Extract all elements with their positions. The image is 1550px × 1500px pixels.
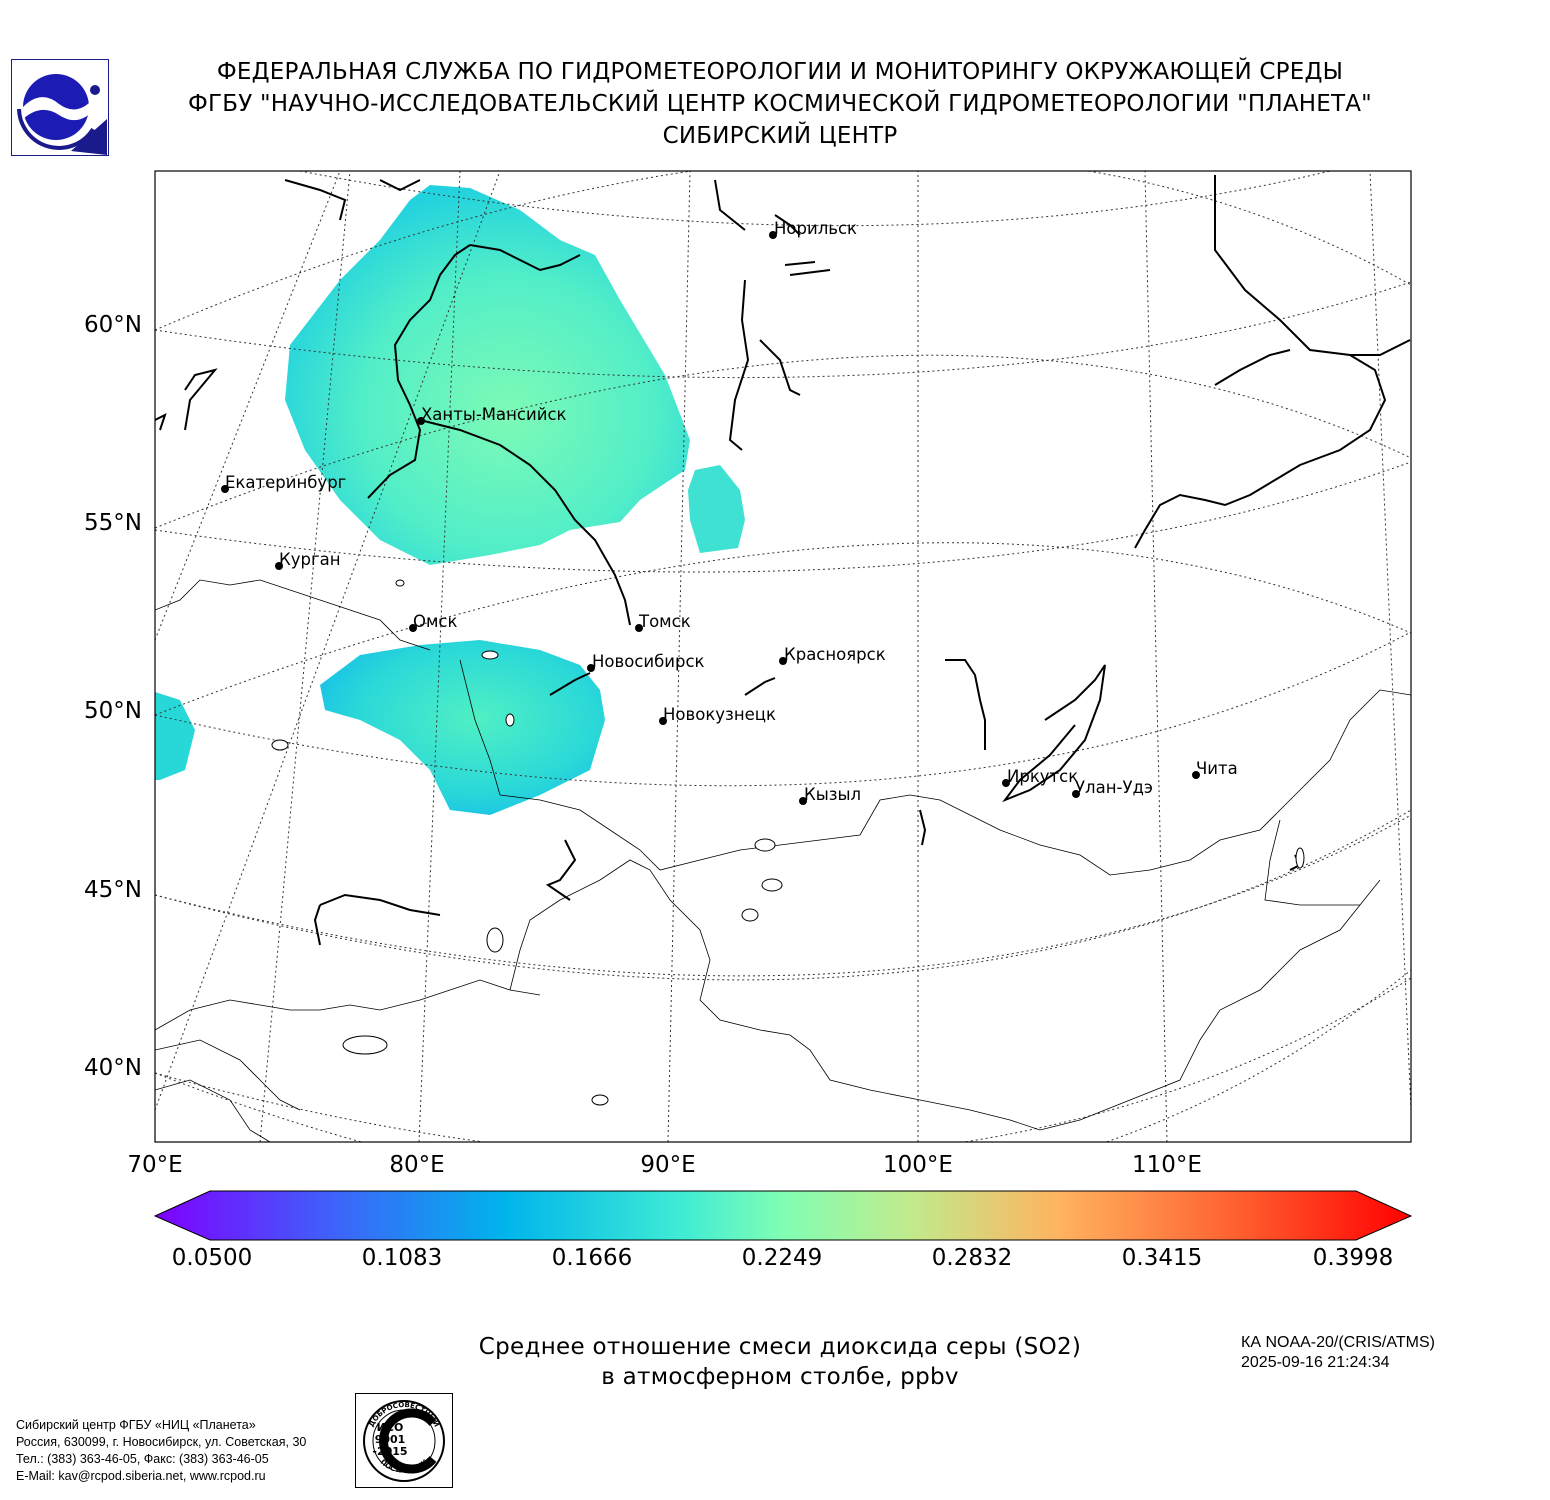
- city-norilsk: Норильск: [769, 219, 857, 239]
- city-yekaterinburg: Екатеринбург: [221, 473, 346, 493]
- city-label: Красноярск: [784, 645, 886, 664]
- title-line-2: в атмосферном столбе, ppbv: [601, 1364, 959, 1390]
- organization-header: ФЕДЕРАЛЬНАЯ СЛУЖБА ПО ГИДРОМЕТЕОРОЛОГИИ …: [130, 56, 1430, 152]
- lat-label-55: 55°N: [84, 510, 142, 536]
- city-krasnoyarsk: Красноярск: [779, 645, 886, 665]
- roshydromet-logo: [11, 59, 109, 156]
- so2-patch-north: [285, 185, 690, 565]
- so2-patch-south: [320, 640, 605, 815]
- city-label: Улан-Удэ: [1075, 778, 1153, 797]
- iso-badge: ДОБРОСОВЕСТНЫЙ ПОСТАВЩИК ИСО 9001 -2015: [355, 1393, 453, 1488]
- city-novokuznetsk: Новокузнецк: [659, 705, 776, 725]
- iso-line-1: ИСО: [377, 1421, 404, 1434]
- lat-label-40: 40°N: [84, 1055, 142, 1081]
- city-ulan-ude: Улан-Удэ: [1072, 778, 1153, 798]
- colorbar-tick: 0.3998: [1312, 1245, 1394, 1271]
- colorbar-tick: 0.1083: [361, 1245, 443, 1271]
- satellite-name: КА NOAA-20/(CRIS/ATMS): [1241, 1334, 1435, 1351]
- city-label: Иркутск: [1007, 767, 1078, 786]
- header-line-1: ФЕДЕРАЛЬНАЯ СЛУЖБА ПО ГИДРОМЕТЕОРОЛОГИИ …: [216, 59, 1344, 85]
- city-label: Томск: [638, 612, 691, 631]
- lat-label-60: 60°N: [84, 312, 142, 338]
- contact-line-4: E-Mail: kav@rcpod.siberia.net, www.rcpod…: [16, 1469, 266, 1483]
- so2-patch-east: [688, 465, 745, 553]
- city-kyzyl: Кызыл: [799, 785, 861, 805]
- so2-map: Норильск Ханты-Мансийск Екатеринбург Кур…: [153, 170, 1413, 1241]
- city-omsk: Омск: [409, 612, 458, 632]
- satellite-datetime: 2025-09-16 21:24:34: [1241, 1354, 1390, 1371]
- city-label: Норильск: [774, 219, 857, 238]
- contact-info: Сибирский центр ФГБУ «НИЦ «Планета» Росс…: [16, 1417, 306, 1485]
- city-label: Чита: [1196, 759, 1238, 778]
- colorbar-tick: 0.2832: [931, 1245, 1013, 1271]
- city-label: Екатеринбург: [225, 473, 346, 492]
- so2-patch-west: [155, 692, 195, 780]
- city-khanty-mansiysk: Ханты-Мансийск: [417, 405, 567, 425]
- colorbar: [153, 1190, 1413, 1241]
- colorbar-tick: 0.3415: [1121, 1245, 1203, 1271]
- city-tomsk: Томск: [635, 612, 691, 632]
- header-line-3: СИБИРСКИЙ ЦЕНТР: [662, 123, 898, 149]
- product-title: Среднее отношение смеси диоксида серы (S…: [380, 1332, 1180, 1392]
- city-markers: Норильск Ханты-Мансийск Екатеринбург Кур…: [221, 219, 1238, 805]
- colorbar-tick: 0.0500: [171, 1245, 253, 1271]
- lon-label-80: 80°E: [389, 1152, 445, 1178]
- lon-label-90: 90°E: [640, 1152, 696, 1178]
- city-label: Ханты-Мансийск: [421, 405, 567, 424]
- lon-label-70: 70°E: [127, 1152, 183, 1178]
- contact-line-2: Россия, 630099, г. Новосибирск, ул. Сове…: [16, 1435, 307, 1449]
- satellite-info: КА NOAA-20/(CRIS/ATMS) 2025-09-16 21:24:…: [1241, 1333, 1435, 1373]
- colorbar-tick: 0.1666: [551, 1245, 633, 1271]
- city-chita: Чита: [1192, 759, 1238, 779]
- city-novosibirsk: Новосибирск: [587, 652, 705, 672]
- colorbar-tick: 0.2249: [741, 1245, 823, 1271]
- city-label: Курган: [279, 550, 341, 569]
- lat-label-50: 50°N: [84, 698, 142, 724]
- contact-line-3: Тел.: (383) 363-46-05, Факс: (383) 363-4…: [16, 1452, 269, 1466]
- city-label: Новокузнецк: [663, 705, 776, 724]
- header-line-2: ФГБУ "НАУЧНО-ИССЛЕДОВАТЕЛЬСКИЙ ЦЕНТР КОС…: [188, 91, 1372, 117]
- lat-label-45: 45°N: [84, 877, 142, 903]
- city-label: Кызыл: [804, 785, 861, 804]
- city-kurgan: Курган: [275, 550, 341, 570]
- title-line-1: Среднее отношение смеси диоксида серы (S…: [478, 1334, 1082, 1360]
- lon-label-110: 110°E: [1132, 1152, 1202, 1178]
- city-irkutsk: Иркутск: [1002, 767, 1078, 787]
- iso-line-3: -2015: [372, 1445, 407, 1458]
- contact-line-1: Сибирский центр ФГБУ «НИЦ «Планета»: [16, 1418, 256, 1432]
- map-frame: [154, 170, 1412, 1143]
- city-label: Омск: [413, 612, 458, 631]
- iso-line-2: 9001: [375, 1433, 406, 1446]
- city-label: Новосибирск: [592, 652, 705, 671]
- lon-label-100: 100°E: [883, 1152, 953, 1178]
